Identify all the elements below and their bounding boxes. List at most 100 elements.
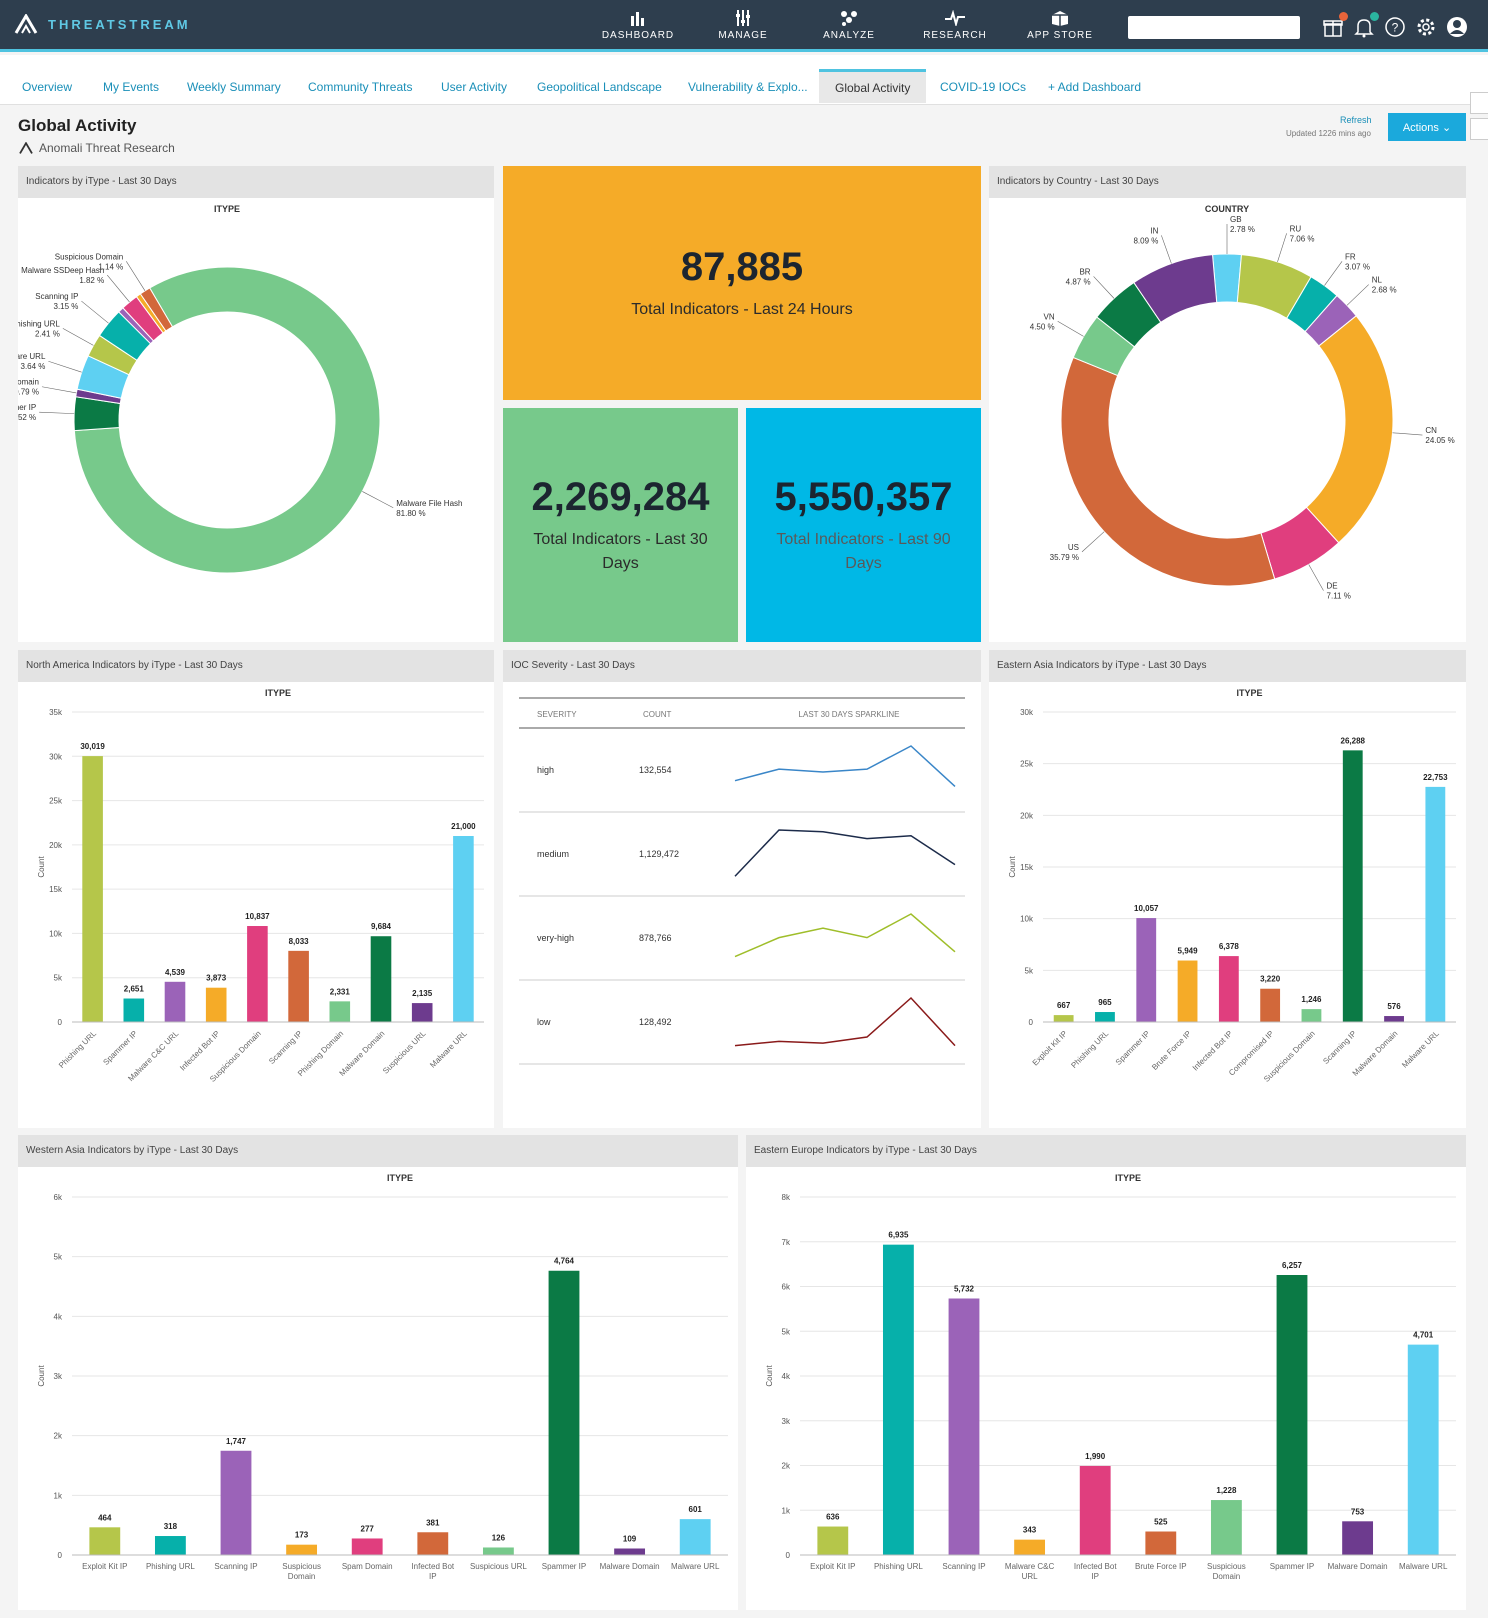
severity-label: low bbox=[537, 1017, 551, 1027]
tab-weekly-summary[interactable]: Weekly Summary bbox=[187, 80, 281, 94]
sparkline bbox=[734, 829, 956, 877]
bar[interactable] bbox=[1342, 750, 1363, 1022]
nav-research[interactable]: RESEARCH bbox=[910, 8, 1000, 41]
gear-icon[interactable] bbox=[1415, 16, 1437, 38]
tab-covid-iocs[interactable]: COVID-19 IOCs bbox=[940, 80, 1027, 94]
zoom-icon[interactable] bbox=[1470, 118, 1488, 140]
bar[interactable] bbox=[1425, 786, 1446, 1022]
bar[interactable] bbox=[482, 1547, 514, 1555]
bar[interactable] bbox=[1384, 1016, 1404, 1022]
bar[interactable] bbox=[1342, 1521, 1374, 1555]
bar[interactable] bbox=[548, 1270, 580, 1555]
bar[interactable] bbox=[82, 756, 103, 1022]
severity-label: very-high bbox=[537, 933, 574, 943]
bar[interactable] bbox=[1095, 1012, 1115, 1022]
nav-dashboard[interactable]: DASHBOARD bbox=[593, 8, 683, 41]
tab-user-activity[interactable]: User Activity bbox=[441, 80, 508, 94]
tab-vulnerability[interactable]: Vulnerability & Explo... bbox=[688, 80, 808, 94]
page-title: Global Activity bbox=[18, 116, 137, 135]
bar[interactable] bbox=[948, 1298, 980, 1555]
chart-title: ITYPE bbox=[387, 1173, 413, 1183]
slice-label: CN bbox=[1425, 426, 1437, 435]
bar[interactable] bbox=[89, 1527, 121, 1555]
tab-geopolitical-landscape[interactable]: Geopolitical Landscape bbox=[537, 80, 662, 94]
tab-community-threats[interactable]: Community Threats bbox=[308, 80, 413, 94]
tab-overview[interactable]: Overview bbox=[22, 80, 73, 94]
tile-24h: 87,885 Total Indicators - Last 24 Hours bbox=[503, 166, 981, 400]
bar[interactable] bbox=[1177, 960, 1198, 1022]
gift-icon[interactable] bbox=[1322, 12, 1348, 38]
add-dashboard-tab[interactable]: + Add Dashboard bbox=[1048, 80, 1142, 94]
bar[interactable] bbox=[417, 1532, 449, 1555]
bar[interactable] bbox=[453, 836, 474, 1022]
donut-slice[interactable] bbox=[1060, 356, 1276, 587]
bar[interactable] bbox=[614, 1548, 646, 1555]
nav-manage[interactable]: MANAGE bbox=[698, 8, 788, 41]
eastern-asia-panel: Eastern Asia Indicators by iType - Last … bbox=[989, 650, 1466, 1128]
bar[interactable] bbox=[1218, 956, 1239, 1022]
x-tick-label: Phishing URL bbox=[874, 1562, 923, 1571]
bar[interactable] bbox=[288, 950, 309, 1022]
bar[interactable] bbox=[1260, 988, 1281, 1022]
bar[interactable] bbox=[1136, 918, 1157, 1022]
y-tick-label: 0 bbox=[58, 1551, 63, 1560]
x-tick-label: Malware Domain bbox=[1328, 1562, 1388, 1571]
actions-button[interactable]: Actions ⌄ bbox=[1388, 113, 1466, 141]
user-avatar-icon[interactable] bbox=[1446, 16, 1468, 38]
bar[interactable] bbox=[679, 1519, 711, 1555]
nodes-icon bbox=[841, 11, 857, 26]
bar[interactable] bbox=[1145, 1531, 1177, 1555]
bar[interactable] bbox=[351, 1538, 383, 1555]
eastern-europe-panel: Eastern Europe Indicators by iType - Las… bbox=[746, 1135, 1466, 1610]
bar[interactable] bbox=[1276, 1274, 1308, 1555]
bar[interactable] bbox=[220, 1450, 252, 1555]
column-header: SEVERITY bbox=[537, 710, 577, 719]
label-leader bbox=[126, 261, 146, 291]
bar[interactable] bbox=[123, 998, 145, 1022]
slice-label: DE bbox=[1327, 582, 1338, 591]
north-america-panel: North America Indicators by iType - Last… bbox=[18, 650, 494, 1128]
bar[interactable] bbox=[329, 1001, 351, 1022]
bar[interactable] bbox=[1053, 1015, 1074, 1022]
y-tick-label: 35k bbox=[49, 708, 63, 717]
bar[interactable] bbox=[1210, 1500, 1242, 1555]
bar[interactable] bbox=[164, 981, 186, 1022]
bar[interactable] bbox=[817, 1526, 849, 1555]
bar-value-label: 277 bbox=[361, 1524, 375, 1533]
bar[interactable] bbox=[286, 1544, 318, 1555]
search-input[interactable] bbox=[1128, 16, 1300, 39]
donut-slice[interactable] bbox=[1305, 315, 1394, 544]
bar[interactable] bbox=[370, 936, 392, 1022]
logo[interactable]: THREATSTREAM bbox=[14, 14, 191, 34]
y-tick-label: 0 bbox=[786, 1551, 791, 1560]
bar[interactable] bbox=[1301, 1009, 1322, 1022]
refresh-link[interactable]: Refresh bbox=[1340, 115, 1372, 125]
x-tick-label: Malware Domain bbox=[338, 1029, 387, 1078]
nav-app-store[interactable]: APP STORE bbox=[1015, 8, 1105, 41]
bar[interactable] bbox=[1407, 1344, 1439, 1555]
bar[interactable] bbox=[411, 1003, 433, 1022]
bar[interactable] bbox=[1079, 1465, 1111, 1555]
bar[interactable] bbox=[205, 987, 227, 1022]
bar[interactable] bbox=[154, 1536, 186, 1555]
donut-slice[interactable] bbox=[1133, 254, 1218, 324]
donut-slice[interactable] bbox=[139, 287, 174, 332]
slice-percent: 2.78 % bbox=[1230, 225, 1255, 234]
export-icon[interactable] bbox=[1470, 92, 1488, 114]
tab-global-activity[interactable]: Global Activity bbox=[819, 69, 927, 103]
bar[interactable] bbox=[882, 1244, 914, 1555]
tab-my-events[interactable]: My Events bbox=[103, 80, 160, 94]
bell-icon[interactable] bbox=[1353, 12, 1379, 38]
label-leader bbox=[1093, 276, 1115, 299]
bar[interactable] bbox=[1014, 1539, 1046, 1555]
nav-analyze[interactable]: ANALYZE bbox=[804, 8, 894, 41]
donut-slice[interactable] bbox=[73, 266, 381, 574]
y-tick-label: 5k bbox=[1025, 966, 1034, 975]
bar[interactable] bbox=[247, 926, 268, 1022]
severity-count: 132,554 bbox=[639, 765, 672, 775]
help-icon[interactable]: ? bbox=[1384, 16, 1406, 38]
subtitle-text: Anomali Threat Research bbox=[39, 141, 175, 155]
bar-value-label: 1,990 bbox=[1085, 1452, 1106, 1461]
donut-slice[interactable] bbox=[1211, 253, 1243, 303]
y-tick-label: 6k bbox=[54, 1193, 63, 1202]
